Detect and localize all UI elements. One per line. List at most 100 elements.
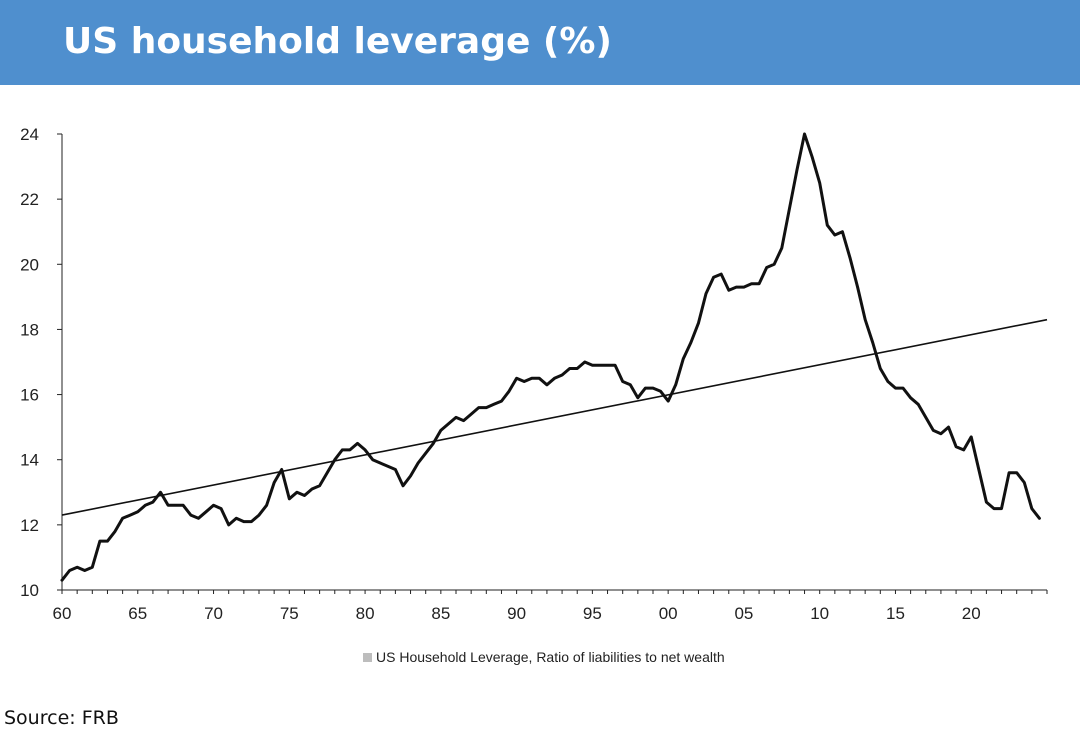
leverage-data-point [386,465,389,468]
leverage-data-point [992,507,996,510]
leverage-data-point [856,285,859,289]
leverage-data-point [432,442,435,445]
leverage-data-point [454,416,458,419]
leverage-data-point [288,497,291,500]
leverage-data-point [576,367,579,370]
leverage-data-point [667,399,670,403]
x-tick-label: 60 [53,604,72,623]
leverage-data-point [159,491,162,494]
leverage-data-point [356,442,359,445]
leverage-data-point [954,445,958,448]
leverage-data-point [773,263,776,266]
leverage-data-point [477,406,480,409]
leverage-data-point [182,504,185,507]
x-tick-label: 20 [962,604,981,623]
leverage-data-point [371,458,374,461]
leverage-data-point [98,539,102,543]
leverage-data-point [545,383,549,386]
leverage-data-point [848,256,852,259]
leverage-data-point [447,422,450,426]
x-tick-label: 90 [507,604,526,623]
leverage-data-point [310,487,314,491]
leverage-data-point [644,386,647,390]
x-tick-label: 85 [431,604,450,623]
leverage-data-point [735,285,738,289]
leverage-data-point [788,207,791,211]
leverage-data-point [60,579,64,582]
tick-labels: 10 12 14 16 18 20 22 24 60 65 70 75 80 85 90 95 00 05 10 15… [20,125,981,623]
leverage-data-point [833,233,836,237]
leverage-data-point [530,377,533,380]
leverage-data-point [947,425,950,429]
leverage-data-point [583,360,586,364]
leverage-data-point [727,289,730,292]
leverage-data-point [1030,507,1034,510]
leverage-data-point [750,282,753,285]
chart-series [60,132,1048,582]
leverage-data-point [962,448,965,452]
leverage-data-point [909,396,912,399]
leverage-data-point [591,364,594,367]
y-tick-label: 22 [20,190,39,209]
line-chart: 10 12 14 16 18 20 22 24 60 65 70 75 80 85 90 95 00 05 10 15… [20,125,1048,623]
leverage-data-point [439,429,442,432]
leverage-data-point [985,500,988,504]
leverage-data-point [621,380,624,383]
leverage-data-point [303,494,306,497]
legend-label: US Household Leverage, Ratio of liabilit… [376,649,725,665]
leverage-data-point [720,272,723,276]
leverage-data-point [682,357,685,360]
leverage-data-point [901,386,905,390]
header-bar: US household leverage (%) [0,0,1080,85]
leverage-data-point [348,448,352,452]
leverage-data-point [841,230,844,233]
leverage-data-point [409,474,412,478]
leverage-data-point [689,341,693,344]
leverage-data-point [712,276,715,279]
leverage-data-point [227,523,230,527]
legend: US Household Leverage, Ratio of liabilit… [363,649,725,665]
leverage-data-point [91,566,94,569]
leverage-data-point [977,468,980,471]
leverage-data-point [212,504,215,507]
leverage-data-point [765,266,768,269]
x-tick-label: 80 [356,604,375,623]
y-tick-label: 10 [20,581,39,600]
leverage-data-point [523,380,526,383]
leverage-data-point [113,530,117,533]
leverage-data-point [1007,471,1011,474]
leverage-data-point [341,448,344,452]
leverage-data-point [613,364,617,367]
leverage-data-point [166,504,170,507]
leverage-data-point [970,435,973,439]
leverage-data-point [500,399,503,403]
leverage-data-point [795,168,799,171]
x-tick-label: 95 [583,604,602,623]
leverage-data-point [144,504,147,507]
leverage-data-point [265,504,268,507]
leverage-data-point [462,419,465,422]
leverage-data-point [894,386,897,390]
source-note: Source: FRB [4,707,119,729]
leverage-data-point [280,468,283,471]
leverage-data-point [939,432,943,435]
leverage-series-line [60,132,1041,582]
x-tick-label: 05 [734,604,753,623]
leverage-data-point [197,517,200,520]
x-tick-label: 15 [886,604,905,623]
leverage-data-point [68,569,71,572]
leverage-data-point [424,452,427,455]
leverage-data-point [485,406,488,409]
leverage-data-point [326,471,329,474]
leverage-data-point [295,491,299,494]
leverage-data-point [121,517,124,520]
leverage-data-point [924,416,927,419]
trend-line [61,318,1048,516]
leverage-data-point [401,484,405,487]
leverage-data-point [826,224,829,227]
leverage-data-point [697,321,700,325]
leverage-data-point [674,383,677,386]
y-tick-label: 24 [20,125,39,144]
leverage-data-point [742,285,746,289]
chart-axes [57,133,1048,594]
